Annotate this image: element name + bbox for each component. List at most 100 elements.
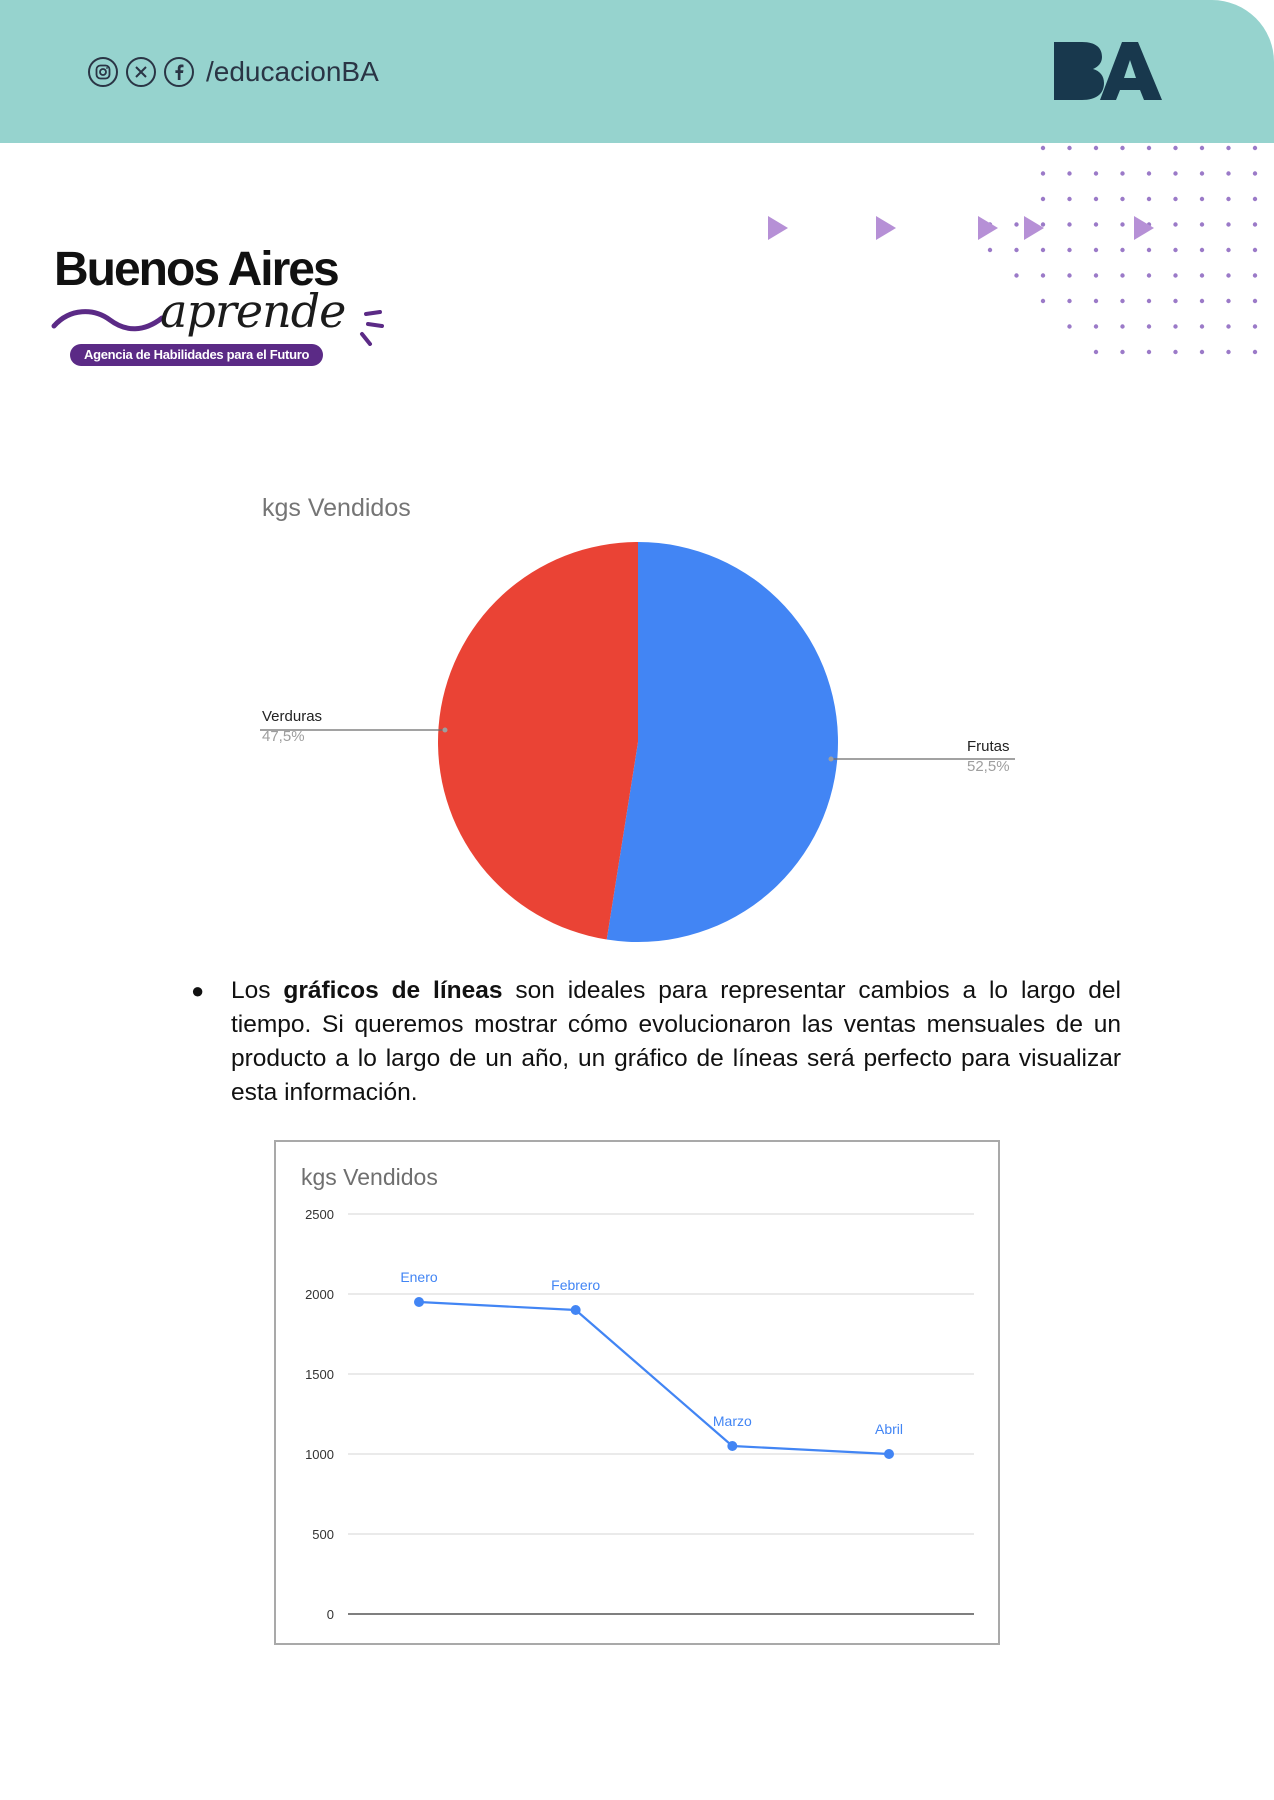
- decor-dot: [1014, 247, 1019, 253]
- ba-logo: [1052, 40, 1164, 107]
- pie-percent-frutas: 52,5%: [967, 758, 1010, 775]
- bullet-paragraph: ● Los gráficos de líneas son ideales par…: [191, 974, 1121, 1110]
- decor-dot: [1120, 273, 1125, 278]
- decor-dot: [1093, 171, 1099, 176]
- decor-dot: [1252, 222, 1258, 227]
- paragraph-bold: gráficos de líneas: [283, 977, 503, 1004]
- decor-dot: [1226, 247, 1231, 253]
- decor-dot: [1199, 222, 1205, 227]
- line-chart-title: kgs Vendidos: [301, 1164, 438, 1190]
- pie-leader-dot-verduras: [442, 727, 448, 733]
- decor-dot: [1226, 324, 1231, 329]
- y-tick-label: 1000: [305, 1447, 334, 1462]
- decor-dot: [1173, 273, 1178, 278]
- decor-dot: [1226, 145, 1231, 151]
- decor-dot: [1173, 298, 1178, 304]
- decor-dot: [1040, 273, 1046, 278]
- line-chart: 0 500 1000 1500 2000 2500 Enero Febrero Marzo Abr…: [305, 1207, 974, 1622]
- y-tick-label: 2500: [305, 1207, 334, 1222]
- decor-dot: [1120, 349, 1125, 355]
- decor-dot: [1146, 273, 1152, 278]
- decor-dot: [1226, 273, 1231, 278]
- decor-dot: [1146, 324, 1152, 329]
- brand-tagline: Agencia de Habilidades para el Futuro: [70, 344, 324, 366]
- pie-percent-verduras: 47,5%: [262, 728, 305, 745]
- pie-label-frutas: Frutas: [967, 738, 1010, 755]
- decor-dot: [1199, 273, 1205, 278]
- decor-dot: [987, 247, 993, 253]
- decor-dot: [1146, 298, 1152, 304]
- decor-dot: [1093, 349, 1099, 355]
- decor-dot: [1146, 349, 1152, 355]
- decor-dot: [1252, 145, 1258, 151]
- decor-dot: [1040, 222, 1046, 227]
- decor-dot: [1093, 145, 1099, 151]
- decor-dot: [1146, 171, 1152, 176]
- decor-dot: [1120, 145, 1125, 151]
- decor-dot: [1226, 171, 1231, 176]
- decor-dot: [1014, 273, 1019, 278]
- decor-dot: [1120, 196, 1125, 202]
- social-handle[interactable]: /educacionBA: [206, 56, 379, 87]
- decor-dot: [1252, 324, 1258, 329]
- bullet-marker: ●: [191, 978, 205, 1003]
- decor-dot: [1067, 145, 1072, 151]
- decor-dot: [1226, 349, 1231, 355]
- decor-dot: [1067, 222, 1072, 227]
- decor-dot: [1252, 171, 1258, 176]
- decor-dot: [1093, 324, 1099, 329]
- decor-dot: [1120, 171, 1125, 176]
- decor-dot: [1226, 298, 1231, 304]
- decor-dot: [1199, 324, 1205, 329]
- decor-dot: [1146, 145, 1152, 151]
- decor-dot: [1252, 247, 1258, 253]
- decor-dot: [1199, 171, 1205, 176]
- pie-slice-verduras: [438, 542, 638, 940]
- decor-dot: [1093, 222, 1099, 227]
- x-icon[interactable]: [126, 57, 156, 87]
- decor-dot: [1199, 298, 1205, 304]
- decor-dot: [1173, 349, 1178, 355]
- decor-dot: [1120, 222, 1125, 227]
- brand-swoosh: [51, 309, 384, 346]
- decor-dot: [1067, 324, 1072, 329]
- brand-script: aprende: [160, 284, 346, 338]
- data-label: Abril: [875, 1421, 903, 1437]
- pie-leader-dot-frutas: [828, 756, 834, 762]
- decor-dot: [1173, 324, 1178, 329]
- decor-dot: [1120, 324, 1125, 329]
- pie-chart-title: kgs Vendidos: [262, 494, 411, 522]
- brand-title: Buenos Aires: [54, 243, 340, 296]
- decor-dot: [1146, 196, 1152, 202]
- paragraph-text: Los gráficos de líneas son ideales para …: [231, 974, 1121, 1110]
- decor-dot: [1067, 298, 1072, 304]
- decor-dot: [1252, 196, 1258, 202]
- decor-dot: [1067, 273, 1072, 278]
- data-label: Febrero: [551, 1277, 600, 1293]
- decor-dot: [1093, 273, 1099, 278]
- decor-dot: [1040, 171, 1046, 176]
- decor-dot: [1120, 247, 1125, 253]
- line-point-abril: [884, 1449, 894, 1459]
- y-tick-label: 2000: [305, 1287, 334, 1302]
- decor-dot: [1093, 196, 1099, 202]
- y-tick-label: 1500: [305, 1367, 334, 1382]
- facebook-icon[interactable]: [164, 57, 194, 87]
- line-chart-frame: [274, 1140, 1000, 1645]
- decor-dot: [1173, 171, 1178, 176]
- y-tick-label: 500: [312, 1527, 334, 1542]
- decor-dot: [1252, 273, 1258, 278]
- line-point-enero: [414, 1297, 424, 1307]
- decor-dot: [1093, 247, 1099, 253]
- instagram-icon[interactable]: [88, 57, 118, 87]
- data-label: Marzo: [713, 1413, 752, 1429]
- decor-dot: [1067, 247, 1072, 253]
- decor-dot: [1120, 298, 1125, 304]
- decor-dot: [1146, 247, 1152, 253]
- decor-dot: [1014, 222, 1019, 227]
- pie-chart: [260, 542, 1015, 942]
- decor-dot: [1199, 349, 1205, 355]
- decor-dot: [1199, 196, 1205, 202]
- line-point-febrero: [570, 1305, 581, 1315]
- paragraph-rest: son ideales para representar cambios a l…: [231, 977, 1121, 1106]
